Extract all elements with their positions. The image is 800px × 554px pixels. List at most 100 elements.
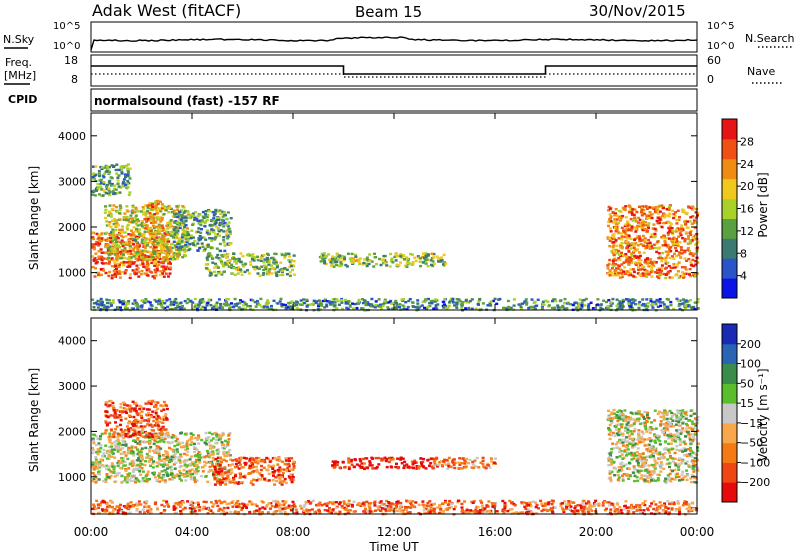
velocity-cell [250,459,254,462]
power-cell [107,258,111,261]
velocity-cell [200,475,204,478]
power-cell [163,306,167,310]
power-cell [107,256,111,259]
velocity-cell [107,457,111,460]
power-cell [115,272,119,276]
velocity-cell [182,468,186,472]
velocity-cell [123,464,127,467]
power-cell [680,252,684,255]
power-cell [134,251,138,254]
velocity-cell [134,409,138,413]
velocity-cell [116,432,120,436]
power-cell [671,232,675,236]
power-cell [259,259,263,262]
power-cell [140,254,144,257]
power-cell [637,216,641,220]
velocity-cell [102,465,106,468]
power-cell [637,303,641,306]
velocity-cell [213,468,217,471]
power-cell [434,304,438,307]
power-cell [133,271,137,275]
velocity-cell [163,479,167,482]
velocity-cell [180,473,184,477]
power-cell [331,298,335,301]
power-cell [91,255,95,258]
power-cell [627,244,631,247]
power-cell [112,204,116,207]
power-cell [114,168,118,172]
power-cell [216,233,219,236]
power-cell [321,257,325,260]
velocity-cell [235,465,239,468]
power-cell [162,237,166,241]
velocity-cell [333,465,337,468]
power-cell [164,258,168,261]
power-cell [617,302,621,306]
velocity-cell [440,464,444,467]
velocity-cell [290,457,294,460]
power-cell [394,259,398,262]
velocity-cell [174,452,178,455]
velocity-cell [252,470,256,473]
power-cell [325,305,329,308]
power-cell [236,272,240,275]
power-cell [214,233,218,236]
power-cell [170,251,174,254]
velocity-cell [625,444,629,447]
velocity-cell [384,459,388,463]
power-cell [662,303,666,306]
power-cell [390,259,394,263]
power-cell [102,176,106,179]
power-cell [212,214,216,217]
power-cell [553,298,557,301]
power-cell [227,265,231,268]
power-cell [125,182,129,186]
power-cell [154,206,158,209]
power-cell [386,301,390,304]
velocity-cell [131,469,135,472]
power-cell [91,190,95,193]
velocity-cell [190,436,194,439]
power-cell [118,212,121,215]
velocity-cell [653,434,657,438]
velocity-cell [132,415,136,419]
velocity-cell [110,451,114,454]
velocity-cell [113,480,117,484]
power-cell [146,262,150,265]
velocity-cell [196,466,200,469]
velocity-cell [110,449,114,453]
power-cell [645,245,649,248]
power-cell [111,239,114,242]
power-cell [671,230,675,233]
power-cell [102,189,106,192]
power-cell [174,230,178,233]
power-cell [109,176,113,179]
velocity-cell [287,475,291,478]
velocity-cell [121,459,125,463]
velocity-cell [624,426,628,430]
power-cell [136,251,140,254]
power-cell [168,251,172,254]
velocity-cell [171,435,175,438]
velocity-cell [182,452,186,456]
velocity-cell [219,435,223,439]
power-cell [148,239,152,242]
velocity-cell [105,415,109,418]
power-cell [196,230,200,233]
power-cell [328,258,332,261]
power-cell [641,234,645,238]
power-cell [580,299,584,302]
power-cell [220,262,224,265]
power-cell [196,215,200,218]
power-cell [226,261,230,264]
power-cell [643,241,647,244]
velocity-cell [125,476,129,479]
velocity-cell [130,452,133,455]
velocity-cell [238,481,241,484]
velocity-cell [447,456,451,460]
velocity-cell [673,468,677,472]
velocity-cell [654,441,658,444]
power-cell [616,267,620,270]
power-cell [498,297,502,301]
